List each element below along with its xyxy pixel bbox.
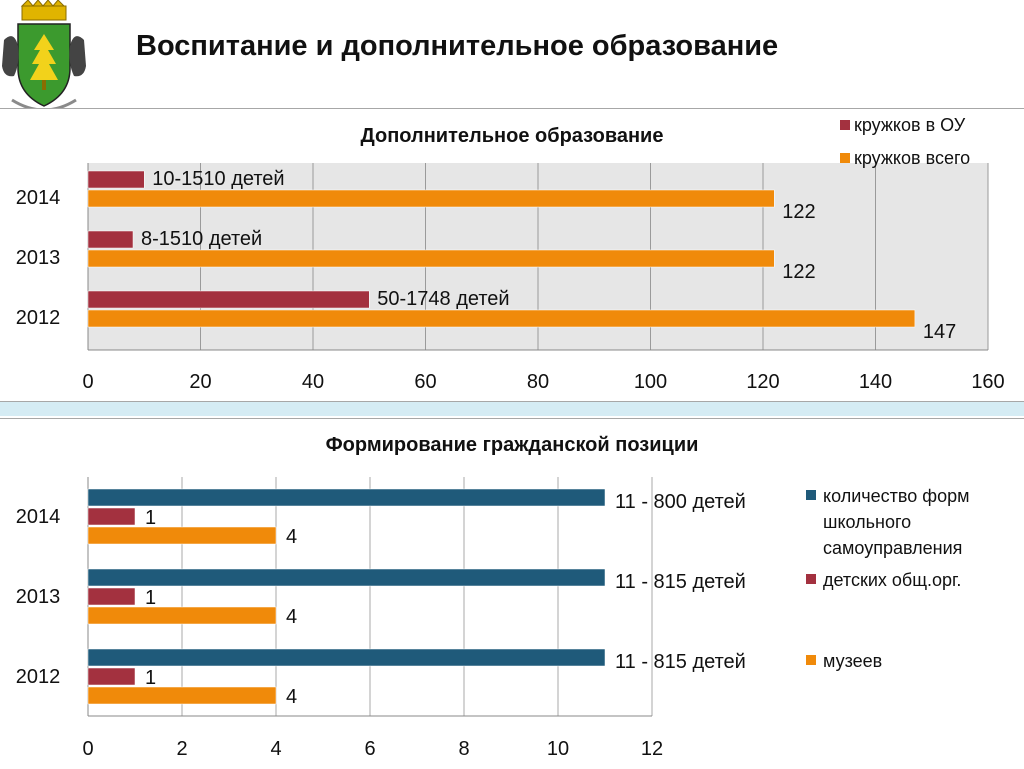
x-tick-label: 160	[971, 371, 1004, 393]
y-tick-label: 2012	[16, 307, 61, 329]
x-tick-label: 4	[270, 738, 281, 760]
panel-divider-band	[0, 402, 1024, 416]
bar-youth-organizations	[87, 507, 136, 526]
x-tick-label: 120	[746, 371, 779, 393]
data-label: 122	[782, 201, 815, 223]
legend-label: детских общ.орг.	[823, 570, 961, 590]
bar-self-government-forms	[87, 568, 606, 587]
bar-museums	[87, 606, 277, 625]
x-tick-label: 40	[302, 371, 324, 393]
x-tick-label: 2	[176, 738, 187, 760]
chart-title: Формирование гражданской позиции	[326, 434, 699, 456]
bar-clubs-total	[87, 189, 775, 208]
bar-museums	[87, 686, 277, 705]
data-label: 1	[145, 667, 156, 689]
page-title: Воспитание и дополнительное образование	[136, 30, 779, 62]
x-tick-label: 0	[82, 738, 93, 760]
y-tick-label: 2014	[16, 187, 61, 209]
x-tick-label: 8	[458, 738, 469, 760]
legend-label: самоуправления	[823, 538, 962, 558]
data-label: 4	[286, 526, 297, 548]
bar-museums	[87, 526, 277, 545]
x-tick-label: 140	[859, 371, 892, 393]
bar-clubs-in-schools	[87, 290, 370, 309]
legend-label: количество форм	[823, 486, 969, 506]
x-tick-label: 0	[82, 371, 93, 393]
data-label: 11 - 815 детей	[615, 651, 746, 673]
x-tick-label: 100	[634, 371, 667, 393]
bar-clubs-total	[87, 249, 775, 268]
data-label: 11 - 815 детей	[615, 571, 746, 593]
y-tick-label: 2013	[16, 586, 61, 608]
bar-clubs-total	[87, 309, 916, 328]
legend-label: школьного	[823, 512, 911, 532]
data-label: 4	[286, 606, 297, 628]
y-tick-label: 2013	[16, 247, 61, 269]
data-label: 1	[145, 587, 156, 609]
data-label: 122	[782, 261, 815, 283]
data-label: 50-1748 детей	[377, 288, 509, 310]
data-label: 147	[923, 321, 956, 343]
legend-label: кружков всего	[854, 148, 970, 168]
y-tick-label: 2014	[16, 506, 61, 528]
x-tick-label: 10	[547, 738, 569, 760]
bar-clubs-in-schools	[87, 230, 134, 249]
legend-label: кружков в ОУ	[854, 115, 966, 135]
legend-label: музеев	[823, 651, 882, 671]
x-tick-label: 6	[364, 738, 375, 760]
legend-swatch	[806, 574, 816, 584]
data-label: 1	[145, 507, 156, 529]
data-label: 4	[286, 686, 297, 708]
bar-youth-organizations	[87, 587, 136, 606]
legend-swatch	[840, 153, 850, 163]
data-label: 10-1510 детей	[152, 168, 284, 190]
legend-swatch	[806, 490, 816, 500]
x-tick-label: 80	[527, 371, 549, 393]
bar-self-government-forms	[87, 648, 606, 667]
x-tick-label: 20	[189, 371, 211, 393]
y-tick-label: 2012	[16, 666, 61, 688]
bar-clubs-in-schools	[87, 170, 145, 189]
x-tick-label: 60	[414, 371, 436, 393]
x-tick-label: 12	[641, 738, 663, 760]
legend-swatch	[806, 655, 816, 665]
bar-youth-organizations	[87, 667, 136, 686]
data-label: 8-1510 детей	[141, 228, 262, 250]
legend-swatch	[840, 120, 850, 130]
chart-title: Дополнительное образование	[361, 125, 664, 147]
bar-self-government-forms	[87, 488, 606, 507]
data-label: 11 - 800 детей	[615, 491, 746, 513]
